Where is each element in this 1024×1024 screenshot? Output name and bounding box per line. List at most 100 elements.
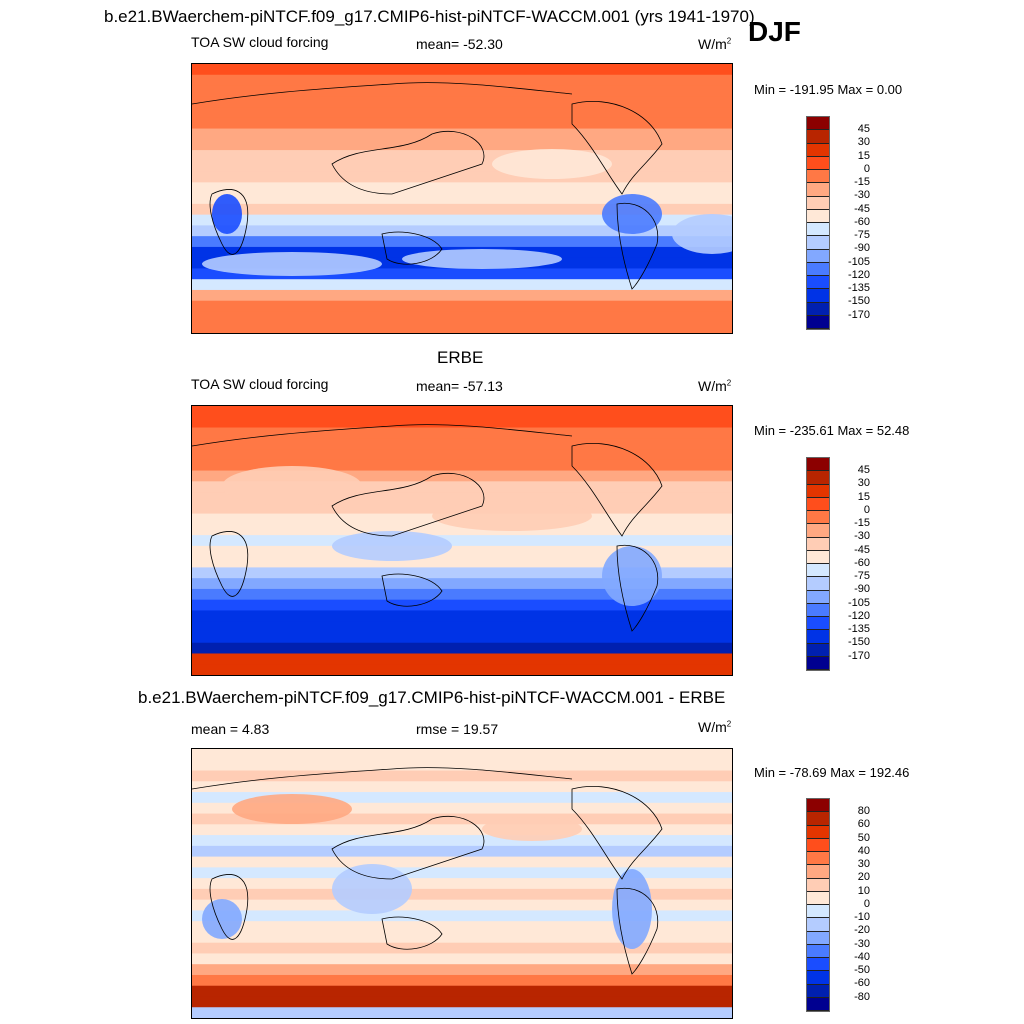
field-band xyxy=(192,300,732,313)
panel1-colorbar xyxy=(806,116,830,330)
field-band xyxy=(192,470,732,483)
field-region xyxy=(402,249,562,269)
field-band xyxy=(192,802,732,815)
field-band xyxy=(192,631,732,644)
panel3-units: W/m2 xyxy=(698,719,732,735)
panel3-rmse: rmse = 19.57 xyxy=(416,721,499,737)
coastline xyxy=(192,424,573,447)
field-band xyxy=(192,236,732,248)
field-region xyxy=(332,531,452,561)
colorbar-swatch xyxy=(807,117,829,131)
panel1-units: W/m2 xyxy=(698,36,732,52)
field-band xyxy=(192,268,732,281)
field-band xyxy=(192,416,732,429)
colorbar-label: -15 xyxy=(854,517,870,529)
field-band xyxy=(192,427,732,440)
field-band xyxy=(192,845,732,858)
colorbar-swatch xyxy=(807,249,829,263)
colorbar-label: -105 xyxy=(847,255,870,268)
colorbar-label: 30 xyxy=(857,136,870,149)
colorbar-label: -120 xyxy=(847,609,870,622)
colorbar-label: -15 xyxy=(854,176,870,188)
field-band xyxy=(192,792,732,804)
colorbar-label: -30 xyxy=(854,937,870,950)
coastline xyxy=(571,101,663,195)
colorbar-swatch xyxy=(807,458,829,472)
field-band xyxy=(192,311,732,324)
colorbar-swatch xyxy=(807,643,829,657)
field-band xyxy=(192,117,732,130)
colorbar-swatch xyxy=(807,852,829,866)
field-band xyxy=(192,749,732,761)
field-region xyxy=(612,869,652,949)
panel2-variable: TOA SW cloud forcing xyxy=(191,376,329,392)
field-band xyxy=(192,545,732,558)
colorbar-label: -40 xyxy=(854,950,870,963)
field-band xyxy=(192,481,732,494)
colorbar-swatch xyxy=(807,617,829,631)
panel2-mean: mean= -57.13 xyxy=(416,378,503,394)
colorbar-swatch xyxy=(807,577,829,591)
main-title: b.e21.BWaerchem-piNTCF.f09_g17.CMIP6-his… xyxy=(104,7,755,26)
field-band xyxy=(192,996,732,1009)
colorbar-label: 50 xyxy=(857,831,870,844)
colorbar-label: -170 xyxy=(847,649,870,662)
field-band xyxy=(192,85,732,98)
colorbar-swatch xyxy=(807,997,829,1011)
colorbar-label: -90 xyxy=(854,583,870,596)
panel3-mean: mean = 4.83 xyxy=(191,721,270,737)
colorbar-label: -135 xyxy=(847,282,870,294)
colorbar-label: -135 xyxy=(847,623,870,635)
panel1-map xyxy=(191,63,733,334)
field-band xyxy=(192,1007,732,1018)
field-band xyxy=(192,139,732,152)
colorbar-swatch xyxy=(807,511,829,525)
colorbar-swatch xyxy=(807,143,829,157)
coastline xyxy=(571,786,663,880)
season-label: DJF xyxy=(748,16,801,47)
colorbar-label: 80 xyxy=(857,805,870,817)
coastline xyxy=(331,130,485,195)
colorbar-swatch xyxy=(807,236,829,250)
field-band xyxy=(192,556,732,569)
field-band xyxy=(192,974,732,987)
colorbar-swatch xyxy=(807,196,829,210)
field-region xyxy=(602,194,662,234)
panel3-colorbar xyxy=(806,798,830,1012)
colorbar-label: -20 xyxy=(854,924,870,937)
colorbar-swatch xyxy=(807,944,829,958)
colorbar-label: -90 xyxy=(854,242,870,255)
colorbar-swatch xyxy=(807,590,829,604)
colorbar-swatch xyxy=(807,971,829,985)
field-band xyxy=(192,107,732,119)
field-region xyxy=(482,817,582,841)
colorbar-label: -30 xyxy=(854,189,870,202)
colorbar-swatch xyxy=(807,630,829,644)
coastline xyxy=(616,202,659,290)
colorbar-swatch xyxy=(807,958,829,972)
colorbar-swatch xyxy=(807,223,829,237)
colorbar-label: -105 xyxy=(847,596,870,609)
colorbar-swatch xyxy=(807,156,829,170)
field-band xyxy=(192,813,732,826)
colorbar-swatch xyxy=(807,891,829,905)
colorbar-swatch xyxy=(807,603,829,617)
colorbar-label: -60 xyxy=(854,215,870,228)
colorbar-label: -60 xyxy=(854,977,870,990)
field-band xyxy=(192,867,732,880)
panel2-colorbar xyxy=(806,457,830,671)
field-band xyxy=(192,953,732,966)
field-band xyxy=(192,535,732,547)
field-band xyxy=(192,664,732,675)
field-band xyxy=(192,835,732,847)
field-band xyxy=(192,524,732,537)
panel1-mean: mean= -52.30 xyxy=(416,36,503,52)
colorbar-swatch xyxy=(807,825,829,839)
colorbar-swatch xyxy=(807,262,829,276)
field-band xyxy=(192,653,732,666)
field-band xyxy=(192,621,732,633)
field-band xyxy=(192,150,732,162)
colorbar-swatch xyxy=(807,865,829,879)
coastline xyxy=(192,767,573,790)
colorbar-label: 45 xyxy=(857,464,870,476)
